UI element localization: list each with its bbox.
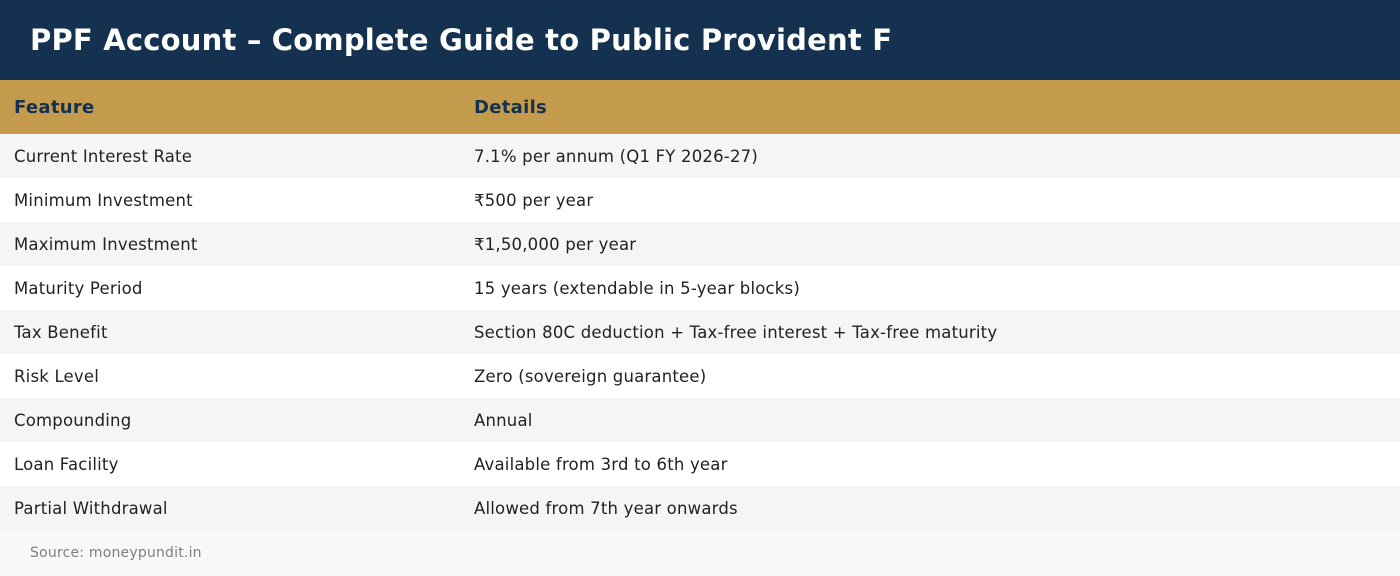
details-cell: ₹1,50,000 per year: [474, 234, 637, 254]
feature-cell: Maturity Period: [14, 278, 143, 298]
column-header-details: Details: [474, 96, 548, 118]
table-header: Feature Details: [0, 80, 1400, 134]
title-bar: PPF Account – Complete Guide to Public P…: [0, 0, 1400, 80]
details-cell: Section 80C deduction + Tax-free interes…: [474, 322, 998, 342]
page-title: PPF Account – Complete Guide to Public P…: [30, 23, 893, 57]
table-row: Minimum Investment ₹500 per year: [0, 178, 1400, 222]
table-row: Maximum Investment ₹1,50,000 per year: [0, 222, 1400, 266]
feature-cell: Risk Level: [14, 366, 99, 386]
details-cell: ₹500 per year: [474, 190, 594, 210]
feature-cell: Compounding: [14, 410, 132, 430]
table-row: Partial Withdrawal Allowed from 7th year…: [0, 486, 1400, 530]
feature-cell: Tax Benefit: [14, 322, 108, 342]
source-note: Source: moneypundit.in: [0, 530, 1400, 576]
table-row: Tax Benefit Section 80C deduction + Tax-…: [0, 310, 1400, 354]
table-body: Current Interest Rate 7.1% per annum (Q1…: [0, 134, 1400, 530]
table-row: Maturity Period 15 years (extendable in …: [0, 266, 1400, 310]
feature-cell: Current Interest Rate: [14, 146, 193, 166]
details-cell: 15 years (extendable in 5-year blocks): [474, 278, 800, 298]
table-row: Compounding Annual: [0, 398, 1400, 442]
details-cell: Annual: [474, 410, 533, 430]
feature-cell: Loan Facility: [14, 454, 119, 474]
feature-cell: Minimum Investment: [14, 190, 193, 210]
table-row: Loan Facility Available from 3rd to 6th …: [0, 442, 1400, 486]
table-row: Current Interest Rate 7.1% per annum (Q1…: [0, 134, 1400, 178]
details-cell: Available from 3rd to 6th year: [474, 454, 728, 474]
feature-cell: Maximum Investment: [14, 234, 198, 254]
details-cell: Zero (sovereign guarantee): [474, 366, 707, 386]
ppf-features-table: Feature Details Current Interest Rate 7.…: [0, 80, 1400, 530]
feature-cell: Partial Withdrawal: [14, 498, 168, 518]
table-row: Risk Level Zero (sovereign guarantee): [0, 354, 1400, 398]
details-cell: 7.1% per annum (Q1 FY 2026-27): [474, 146, 758, 166]
table-header-row: Feature Details: [0, 80, 1400, 134]
column-header-feature: Feature: [14, 96, 95, 118]
details-cell: Allowed from 7th year onwards: [474, 498, 738, 518]
